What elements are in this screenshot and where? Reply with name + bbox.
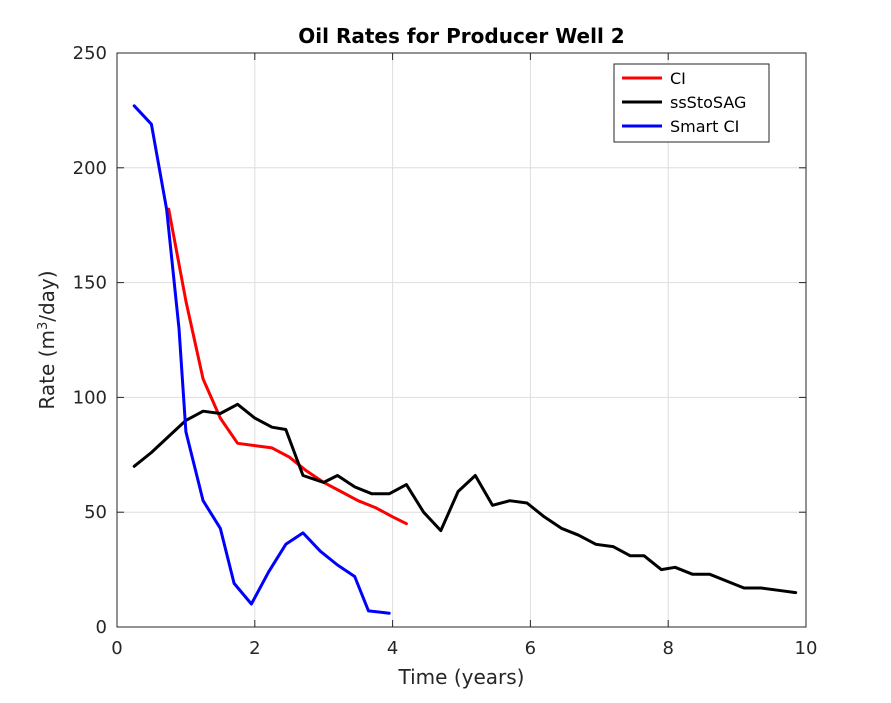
x-tick-label: 6: [525, 638, 536, 659]
x-tick-label: 2: [249, 638, 260, 659]
x-tick-label: 4: [387, 638, 398, 659]
y-tick-label: 150: [73, 273, 107, 294]
x-tick-label: 10: [795, 638, 818, 659]
y-axis-label-superscript: 3: [36, 322, 51, 330]
legend-label-smart-ci: Smart CI: [670, 117, 739, 136]
y-tick-label: 200: [73, 158, 107, 179]
x-tick-label: 8: [662, 638, 673, 659]
y-axis-label-main: Rate (m: [35, 330, 59, 410]
y-tick-label: 50: [84, 502, 107, 523]
plot-area: [117, 53, 806, 627]
y-axis-label: Rate (m3/day): [35, 270, 59, 409]
plot-frame: [116, 52, 807, 628]
series-line-smart-ci: [132, 104, 391, 615]
legend: CI ssStoSAG Smart CI: [613, 63, 770, 143]
x-axis-label: Time (years): [398, 665, 525, 689]
x-tick-label: 0: [111, 638, 122, 659]
legend-label-ssstosag: ssStoSAG: [670, 93, 746, 112]
legend-label-ci: CI: [670, 69, 686, 88]
series-line-ssstosag: [132, 402, 798, 595]
y-tick-label: 0: [96, 617, 107, 638]
series-layer: [132, 104, 798, 615]
chart-title: Oil Rates for Producer Well 2: [298, 24, 624, 48]
y-axis-label-tail: /day): [35, 270, 59, 321]
series-line-ci: [167, 207, 408, 526]
y-tick-label: 250: [73, 43, 107, 64]
y-tick-label: 100: [73, 387, 107, 408]
